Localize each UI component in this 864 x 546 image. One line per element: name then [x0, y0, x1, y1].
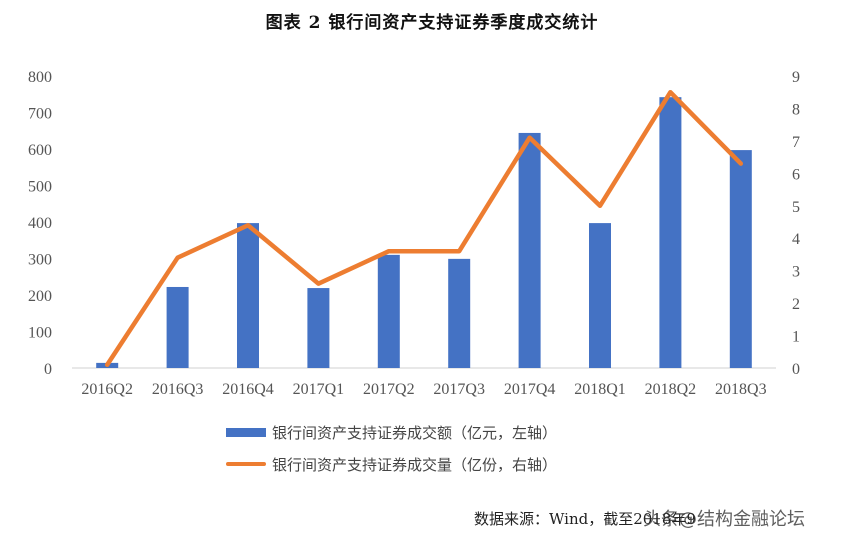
bar-series — [96, 97, 752, 369]
left-tick-label: 100 — [28, 325, 52, 342]
bar — [589, 223, 611, 368]
bar — [377, 254, 400, 368]
bar — [518, 132, 541, 368]
x-tick-label: 2017Q4 — [504, 381, 556, 398]
left-tick-label: 200 — [28, 288, 52, 305]
x-tick-label: 2018Q2 — [645, 381, 697, 398]
line-swatch-icon — [226, 462, 266, 466]
bar — [237, 223, 259, 368]
x-tick-label: 2017Q2 — [363, 381, 415, 398]
x-tick-label: 2017Q1 — [293, 381, 345, 398]
x-tick-label: 2016Q2 — [81, 381, 133, 398]
watermark: 头条@结构金融论坛 — [643, 509, 805, 530]
bar-swatch-icon — [226, 427, 266, 437]
source-note: 数据来源：Wind，截至2018年9 — [474, 510, 696, 528]
right-tick-label: 2 — [792, 296, 800, 313]
left-tick-label: 600 — [28, 142, 52, 159]
legend-item-line: 银行间资产支持证券成交量（亿份，右轴） — [226, 448, 557, 480]
legend-line-label: 银行间资产支持证券成交量（亿份，右轴） — [272, 455, 558, 474]
left-tick-label: 800 — [28, 69, 52, 86]
legend-bar-label: 银行间资产支持证券成交额（亿元，左轴） — [272, 423, 558, 442]
left-tick-label: 700 — [28, 106, 52, 123]
left-axis-ticks: 0 100 200 300 400 500 600 700 800 — [28, 69, 52, 378]
x-tick-label: 2018Q3 — [715, 381, 767, 398]
bar — [659, 97, 682, 369]
bar — [307, 288, 330, 368]
bar — [729, 150, 752, 368]
bar — [448, 258, 471, 368]
x-tick-label: 2016Q4 — [222, 381, 274, 398]
chart-title: 图表 2 银行间资产支持证券季度成交统计 — [265, 13, 599, 33]
right-tick-label: 1 — [792, 329, 800, 346]
x-tick-label: 2017Q3 — [433, 381, 485, 398]
right-tick-label: 8 — [792, 101, 800, 118]
left-tick-label: 400 — [28, 215, 52, 232]
bar — [166, 286, 189, 368]
x-tick-label: 2018Q1 — [574, 381, 626, 398]
right-tick-label: 7 — [792, 134, 800, 151]
right-tick-label: 4 — [792, 231, 800, 248]
right-axis-ticks: 0 1 2 3 4 5 6 7 8 9 — [792, 69, 800, 378]
left-tick-label: 300 — [28, 252, 52, 269]
line-series — [104, 89, 744, 368]
x-axis-labels: 2016Q2 2016Q3 2016Q4 2017Q1 2017Q2 2017Q3 2017… — [81, 381, 766, 398]
right-tick-label: 9 — [792, 69, 800, 86]
left-tick-label: 0 — [44, 361, 52, 378]
legend: 银行间资产支持证券成交额（亿元，左轴） 银行间资产支持证券成交量（亿份，右轴） — [226, 416, 557, 480]
legend-item-bar: 银行间资产支持证券成交额（亿元，左轴） — [226, 416, 557, 448]
left-tick-label: 500 — [28, 179, 52, 196]
right-tick-label: 6 — [792, 166, 800, 183]
x-tick-label: 2016Q3 — [152, 381, 204, 398]
right-tick-label: 3 — [792, 264, 800, 281]
right-tick-label: 0 — [792, 361, 800, 378]
right-tick-label: 5 — [792, 199, 800, 216]
